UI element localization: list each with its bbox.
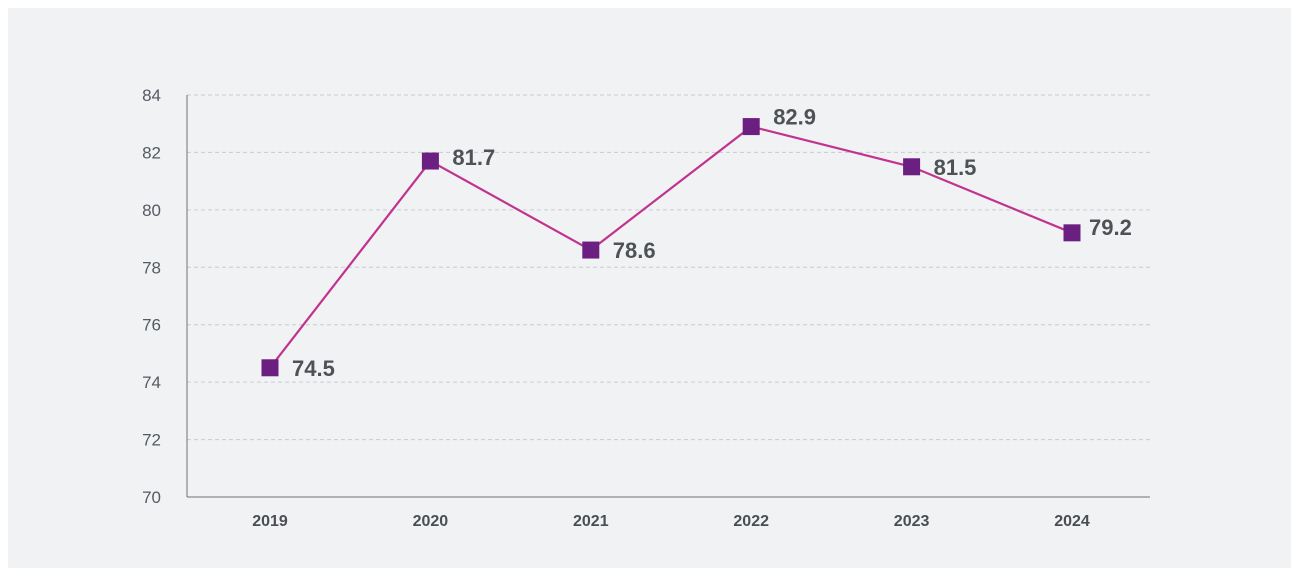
data-label: 81.7 <box>452 145 495 170</box>
y-tick-label: 84 <box>142 86 161 105</box>
data-point-marker <box>421 152 439 170</box>
y-tick-label: 82 <box>142 143 161 162</box>
data-label: 82.9 <box>773 105 816 130</box>
series-markers <box>261 118 1081 377</box>
x-tick-label: 2023 <box>894 513 930 530</box>
y-tick-label: 78 <box>142 258 161 277</box>
data-label: 74.5 <box>292 356 335 381</box>
chart-panel <box>8 8 1291 568</box>
x-tick-label: 2024 <box>1054 513 1090 530</box>
data-label: 81.5 <box>934 155 977 180</box>
data-point-marker <box>903 158 921 176</box>
y-tick-label: 72 <box>142 431 161 450</box>
grid-lines <box>187 94 1150 441</box>
x-axis-ticks: 2019 2020 2021 2022 2023 2024 <box>252 513 1090 530</box>
y-tick-label: 70 <box>142 488 161 507</box>
y-tick-label: 80 <box>142 201 161 220</box>
x-tick-label: 2022 <box>733 513 769 530</box>
y-axis-ticks: 70 72 74 76 78 80 82 84 <box>142 86 161 507</box>
data-point-marker <box>582 241 600 259</box>
series-line <box>269 125 1073 369</box>
x-tick-label: 2021 <box>573 513 609 530</box>
data-labels: 74.5 81.7 78.6 82.9 81.5 79.2 <box>292 105 1132 381</box>
data-point-marker <box>1063 224 1081 242</box>
y-tick-label: 74 <box>142 373 161 392</box>
x-tick-label: 2019 <box>252 513 288 530</box>
axes <box>186 95 1150 498</box>
data-point-marker <box>261 359 279 377</box>
x-tick-label: 2020 <box>413 513 449 530</box>
series-polyline <box>269 125 1073 369</box>
y-tick-label: 76 <box>142 316 161 335</box>
data-point-marker <box>742 118 760 136</box>
data-label: 79.2 <box>1089 215 1132 240</box>
data-label: 78.6 <box>613 238 656 263</box>
